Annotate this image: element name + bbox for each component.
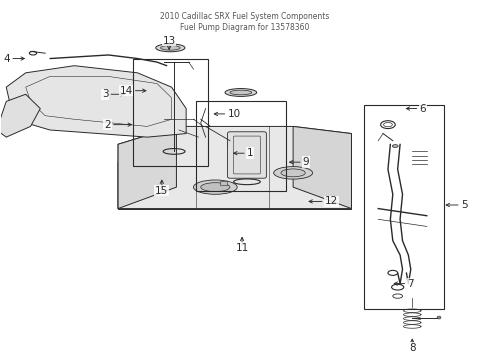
Ellipse shape [227,137,261,152]
Bar [132,59,207,166]
Ellipse shape [193,180,237,194]
Polygon shape [118,126,176,208]
Ellipse shape [281,169,305,177]
Text: 7: 7 [407,279,413,289]
Ellipse shape [224,89,256,96]
Ellipse shape [160,45,180,50]
Text: 5: 5 [460,200,467,210]
Text: 13: 13 [162,36,175,46]
Polygon shape [118,162,351,208]
Text: 4: 4 [3,54,10,64]
Bar [363,105,443,309]
Text: 15: 15 [155,186,168,196]
Polygon shape [118,126,351,208]
Polygon shape [118,187,351,208]
Text: 10: 10 [227,109,240,119]
Polygon shape [292,126,351,208]
Ellipse shape [229,90,251,95]
Text: 9: 9 [302,157,309,167]
Text: 6: 6 [419,104,426,113]
Ellipse shape [391,145,397,148]
Text: 2: 2 [104,120,111,130]
Ellipse shape [156,44,184,52]
Ellipse shape [436,316,440,319]
Ellipse shape [201,183,229,192]
Ellipse shape [273,167,312,179]
Text: 2010 Cadillac SRX Fuel System Components
Fuel Pump Diagram for 13578360: 2010 Cadillac SRX Fuel System Components… [160,12,328,32]
Text: 1: 1 [246,148,253,158]
Polygon shape [6,66,186,137]
Text: 14: 14 [119,86,132,96]
Bar [196,102,285,191]
Text: 8: 8 [408,343,415,353]
Bar [220,181,227,185]
FancyBboxPatch shape [227,132,266,178]
Polygon shape [0,94,40,137]
Text: 3: 3 [102,89,108,99]
Text: 11: 11 [235,243,248,253]
Text: 12: 12 [324,197,337,206]
